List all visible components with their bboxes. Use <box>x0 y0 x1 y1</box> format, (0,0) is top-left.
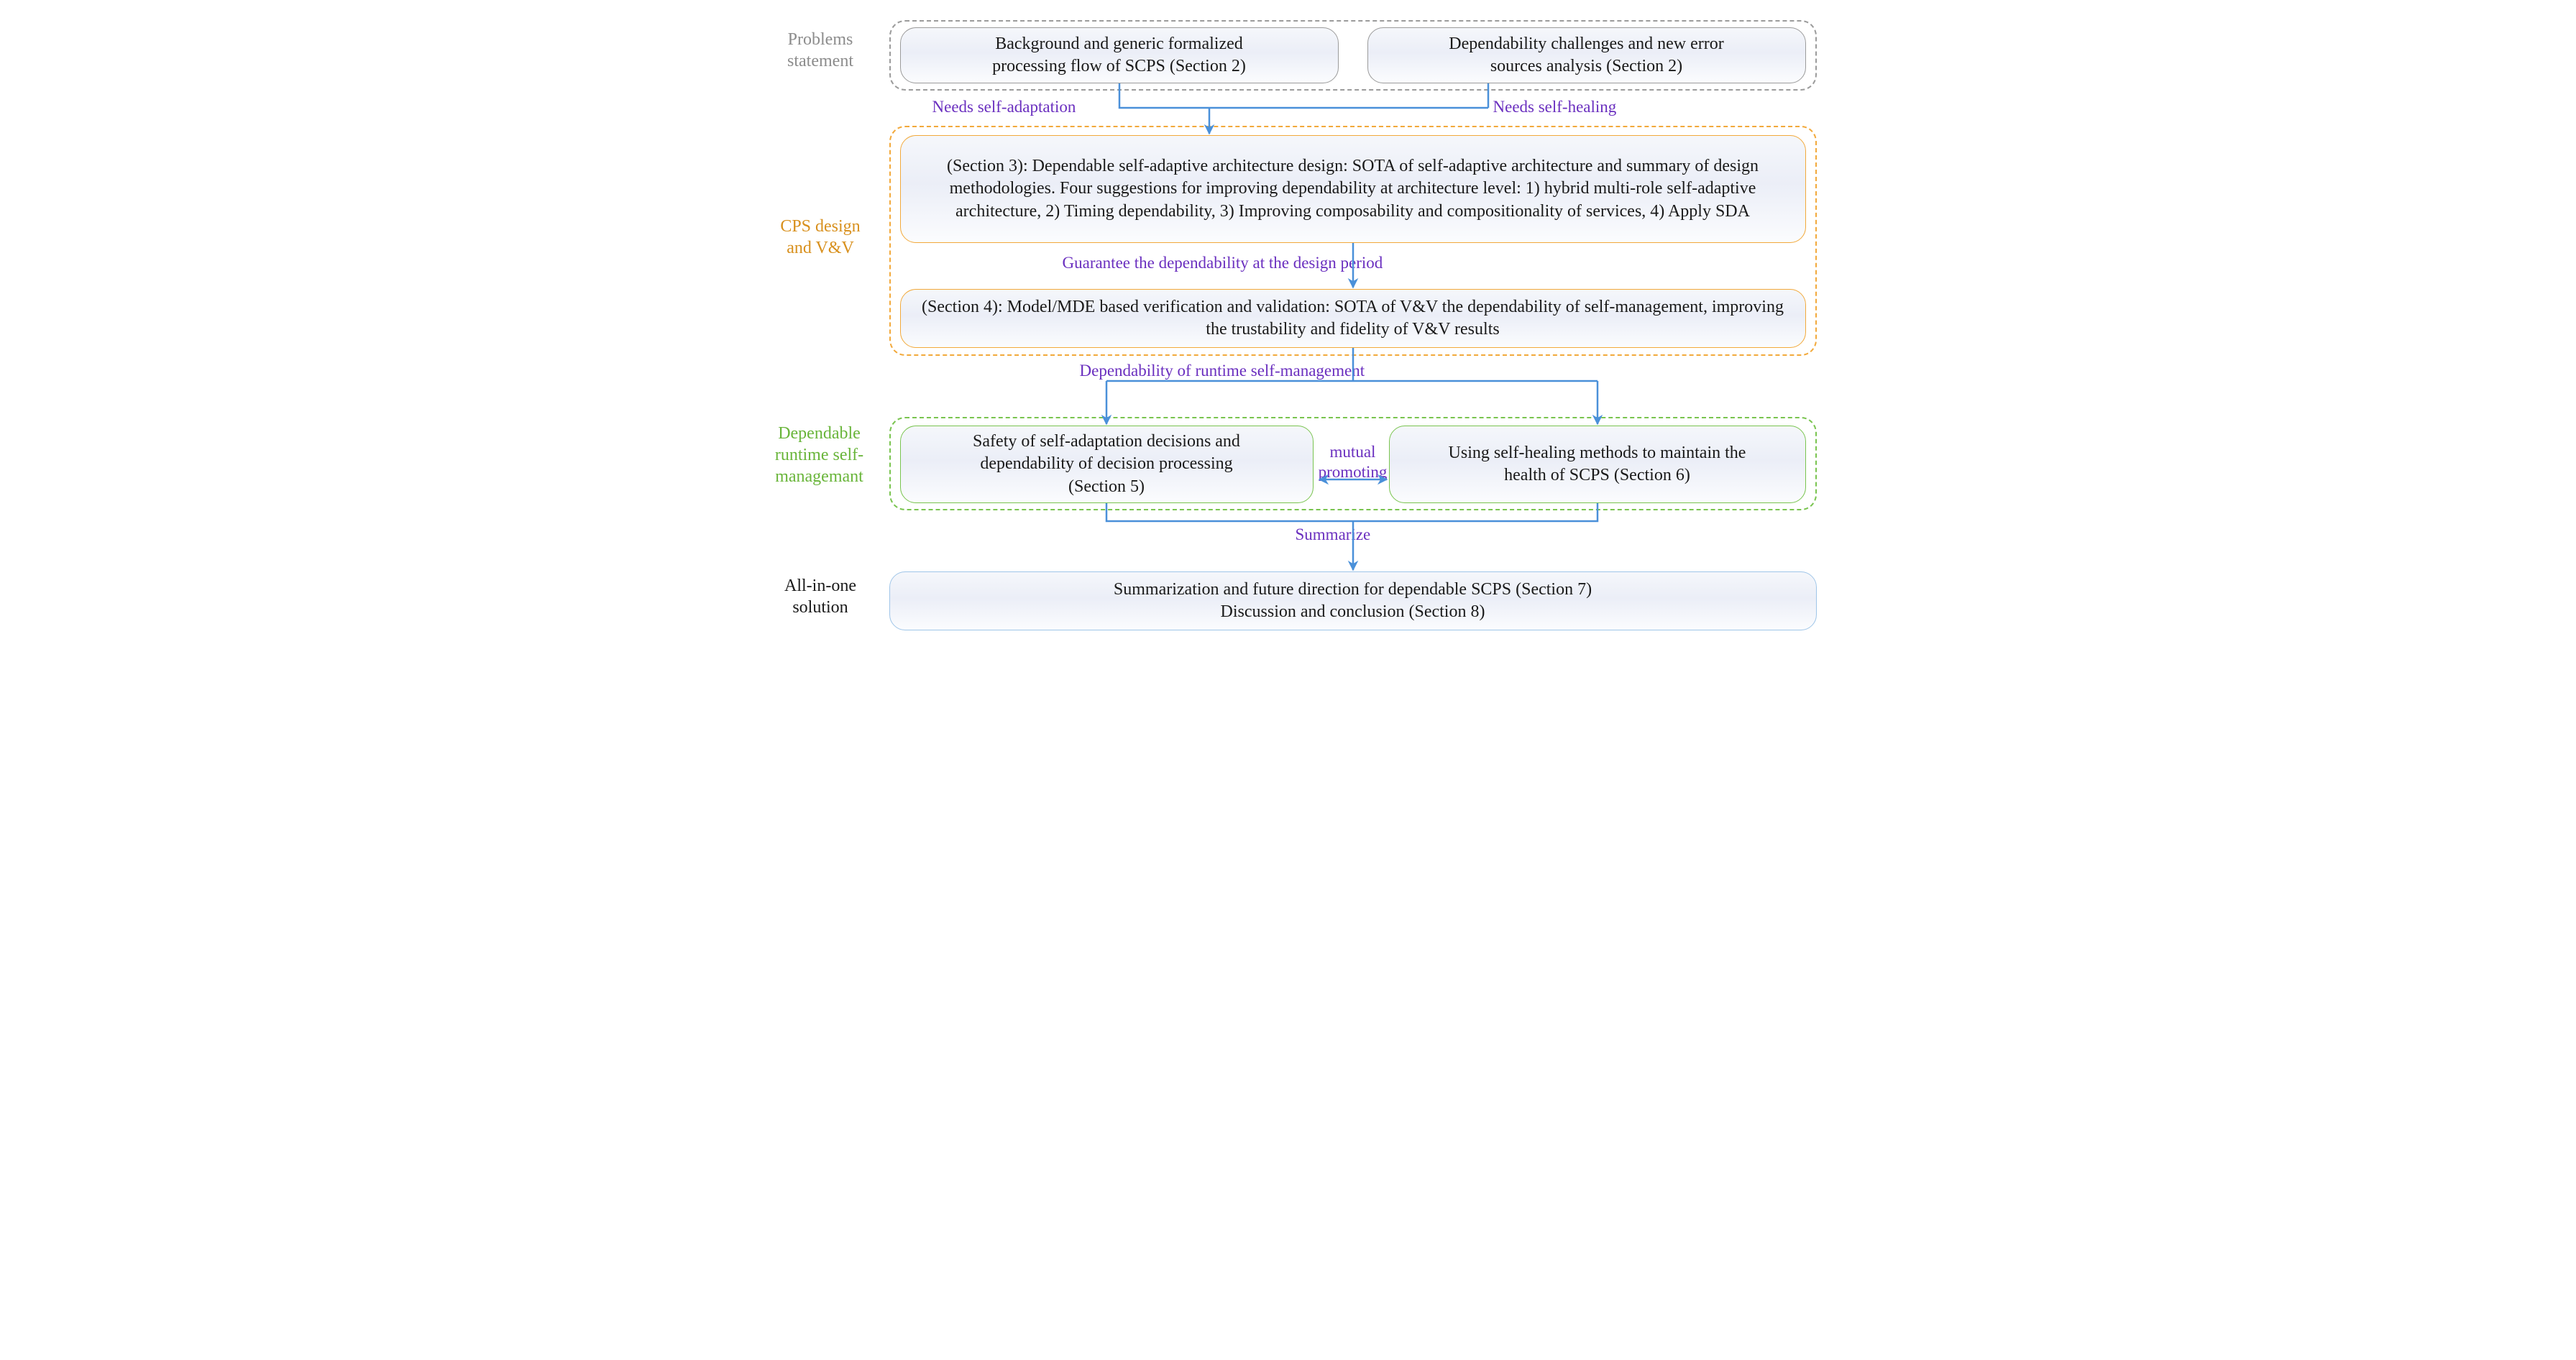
node-section4: (Section 4): Model/MDE based verificatio… <box>900 289 1806 348</box>
section-label-solution: All-in-onesolution <box>758 575 884 618</box>
section-label-design: CPS designand V&V <box>758 216 884 259</box>
node-dependability-challenges: Dependability challenges and new errorso… <box>1367 27 1806 83</box>
node-text: Summarization and future direction for d… <box>1114 579 1592 623</box>
node-section3: (Section 3): Dependable self-adaptive ar… <box>900 135 1806 243</box>
edge-label-self-healing: Needs self-healing <box>1493 97 1617 117</box>
label-text: CPS designand V&V <box>780 217 860 257</box>
node-summary: Summarization and future direction for d… <box>889 571 1817 630</box>
edge-label-self-adaptation: Needs self-adaptation <box>932 97 1076 117</box>
flowchart-diagram: Background and generic formalizedprocess… <box>749 14 1828 676</box>
node-text: (Section 4): Model/MDE based verificatio… <box>914 296 1792 341</box>
node-text: Background and generic formalizedprocess… <box>992 33 1246 78</box>
section-label-runtime: Dependableruntime self-managemant <box>752 423 887 487</box>
node-text: Safety of self-adaptation decisions andd… <box>973 431 1240 498</box>
edge-label-summarize: Summarize <box>1296 525 1371 545</box>
label-text: All-in-onesolution <box>784 576 856 617</box>
edge-label-design-period: Guarantee the dependability at the desig… <box>1063 253 1383 273</box>
node-section6: Using self-healing methods to maintain t… <box>1389 426 1806 503</box>
node-text: Dependability challenges and new errorso… <box>1449 33 1724 78</box>
edge-label-mutual: mutualpromoting <box>1317 442 1389 482</box>
node-text: Using self-healing methods to maintain t… <box>1449 442 1746 487</box>
label-text: Dependableruntime self-managemant <box>775 424 863 486</box>
node-text: (Section 3): Dependable self-adaptive ar… <box>914 155 1792 223</box>
section-label-problems: Problemsstatement <box>758 29 884 72</box>
node-background: Background and generic formalizedprocess… <box>900 27 1339 83</box>
edge-label-runtime-self-management: Dependability of runtime self-management <box>1080 361 1365 381</box>
label-text: Problemsstatement <box>787 30 853 70</box>
node-section5: Safety of self-adaptation decisions andd… <box>900 426 1314 503</box>
